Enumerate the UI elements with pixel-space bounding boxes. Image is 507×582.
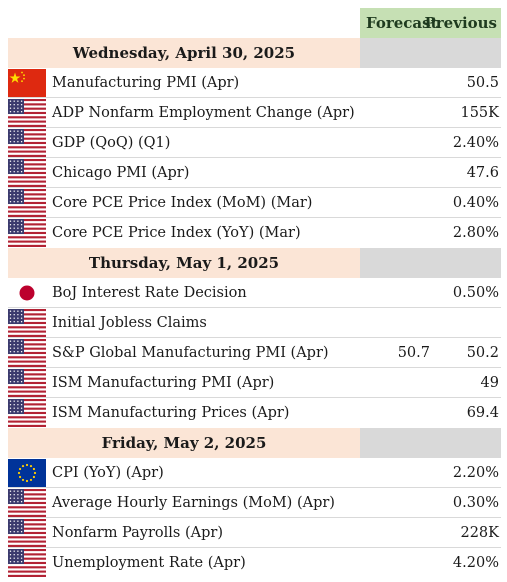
row-divider	[8, 337, 501, 338]
event-name: S&P Global Manufacturing PMI (Apr)	[52, 345, 329, 361]
table-row: Average Hourly Earnings (MoM) (Apr) 0.30…	[8, 488, 501, 518]
forecast-column-header: Forecast	[366, 14, 438, 32]
previous-value: 2.80%	[452, 225, 499, 241]
previous-value: 4.20%	[452, 555, 499, 571]
previous-value: 2.20%	[452, 465, 499, 481]
us-flag-icon	[8, 489, 46, 517]
event-name: GDP (QoQ) (Q1)	[52, 135, 171, 151]
table-row: BoJ Interest Rate Decision 0.50%	[8, 278, 501, 308]
us-flag-icon	[8, 219, 46, 247]
us-flag-icon	[8, 519, 46, 547]
date-label: Wednesday, April 30, 2025	[8, 38, 360, 68]
date-header: Thursday, May 1, 2025	[8, 248, 501, 278]
table-row: ADP Nonfarm Employment Change (Apr) 155K	[8, 98, 501, 128]
previous-column-header: Previous	[424, 14, 498, 32]
previous-value: 49	[480, 375, 499, 391]
previous-value: 228K	[460, 525, 499, 541]
date-side-cell	[360, 428, 501, 458]
table-row: Initial Jobless Claims	[8, 308, 501, 338]
event-name: Unemployment Rate (Apr)	[52, 555, 246, 571]
row-divider	[8, 217, 501, 218]
previous-value: 47.6	[466, 165, 499, 181]
event-name: Average Hourly Earnings (MoM) (Apr)	[52, 495, 335, 511]
previous-value: 69.4	[466, 405, 499, 421]
us-flag-icon	[8, 189, 46, 217]
event-name: CPI (YoY) (Apr)	[52, 465, 164, 481]
us-flag-icon	[8, 99, 46, 127]
table-row: Core PCE Price Index (MoM) (Mar) 0.40%	[8, 188, 501, 218]
row-divider	[8, 97, 501, 98]
row-divider	[8, 157, 501, 158]
event-name: Manufacturing PMI (Apr)	[52, 75, 240, 91]
us-flag-icon	[8, 339, 46, 367]
event-name: ISM Manufacturing PMI (Apr)	[52, 375, 275, 391]
event-name: Core PCE Price Index (MoM) (Mar)	[52, 195, 313, 211]
forecast-value: 50.7	[397, 345, 430, 361]
event-name: ISM Manufacturing Prices (Apr)	[52, 405, 290, 421]
row-divider	[8, 367, 501, 368]
date-label: Thursday, May 1, 2025	[8, 248, 360, 278]
date-header: Wednesday, April 30, 2025	[8, 38, 501, 68]
event-name: Nonfarm Payrolls (Apr)	[52, 525, 223, 541]
table-row: GDP (QoQ) (Q1) 2.40%	[8, 128, 501, 158]
table-row: Core PCE Price Index (YoY) (Mar) 2.80%	[8, 218, 501, 248]
previous-value: 50.2	[466, 345, 499, 361]
table-row: ISM Manufacturing Prices (Apr) 69.4	[8, 398, 501, 428]
header-columns: Forecast Previous	[360, 8, 501, 38]
event-name: BoJ Interest Rate Decision	[52, 285, 247, 301]
row-divider	[8, 127, 501, 128]
china-flag-icon	[8, 69, 46, 97]
row-divider	[8, 187, 501, 188]
date-header: Friday, May 2, 2025	[8, 428, 501, 458]
previous-value: 2.40%	[452, 135, 499, 151]
event-name: Core PCE Price Index (YoY) (Mar)	[52, 225, 301, 241]
row-divider	[8, 517, 501, 518]
date-side-cell	[360, 248, 501, 278]
table-row: Nonfarm Payrolls (Apr) 228K	[8, 518, 501, 548]
table-row: CPI (YoY) (Apr) 2.20%	[8, 458, 501, 488]
row-divider	[8, 547, 501, 548]
event-name: Chicago PMI (Apr)	[52, 165, 190, 181]
us-flag-icon	[8, 549, 46, 577]
table-row: Unemployment Rate (Apr) 4.20%	[8, 548, 501, 578]
previous-value: 0.50%	[452, 285, 499, 301]
row-divider	[8, 397, 501, 398]
japan-flag-icon	[8, 279, 46, 307]
us-flag-icon	[8, 369, 46, 397]
event-name: ADP Nonfarm Employment Change (Apr)	[52, 105, 355, 121]
previous-value: 155K	[460, 105, 499, 121]
previous-value: 50.5	[466, 75, 499, 91]
row-divider	[8, 487, 501, 488]
us-flag-icon	[8, 159, 46, 187]
row-divider	[8, 307, 501, 308]
us-flag-icon	[8, 309, 46, 337]
date-label: Friday, May 2, 2025	[8, 428, 360, 458]
table-row: ISM Manufacturing PMI (Apr) 49	[8, 368, 501, 398]
date-side-cell	[360, 38, 501, 68]
previous-value: 0.30%	[452, 495, 499, 511]
table-row: S&P Global Manufacturing PMI (Apr) 50.7 …	[8, 338, 501, 368]
us-flag-icon	[8, 129, 46, 157]
previous-value: 0.40%	[452, 195, 499, 211]
table-row: Chicago PMI (Apr) 47.6	[8, 158, 501, 188]
header-blank-cell	[8, 8, 360, 38]
event-name: Initial Jobless Claims	[52, 315, 207, 331]
eu-flag-icon	[8, 459, 46, 487]
table-row: Manufacturing PMI (Apr) 50.5	[8, 68, 501, 98]
us-flag-icon	[8, 399, 46, 427]
